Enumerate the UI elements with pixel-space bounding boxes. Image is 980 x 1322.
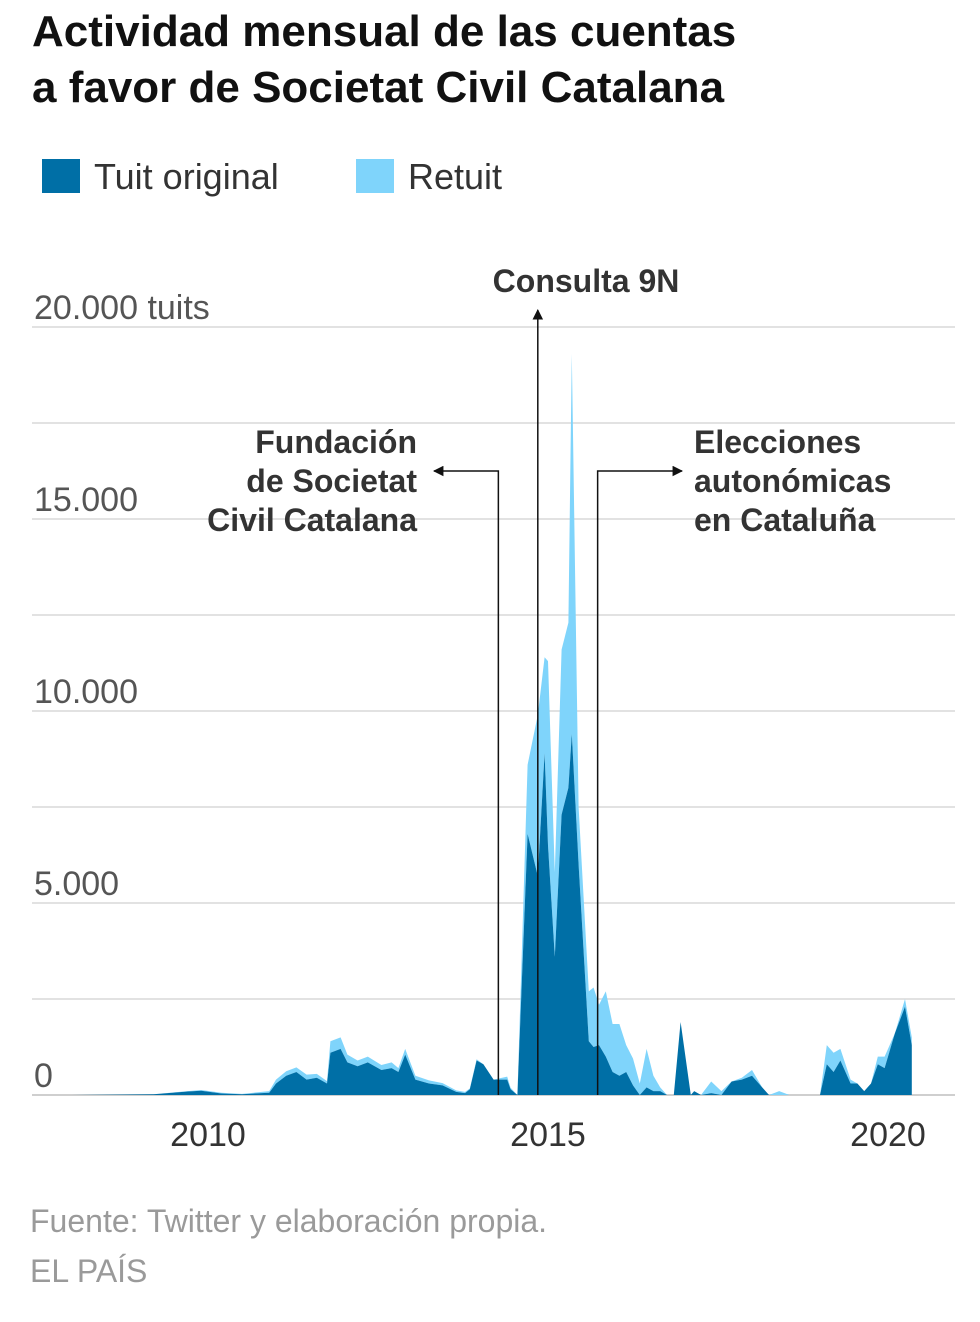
annotation-fundacion: Fundación de Societat Civil Catalana [207,424,417,538]
x-tick-label: 2020 [850,1116,926,1154]
legend-swatch-tuit-original [42,159,80,193]
y-tick-label: 20.000 tuits [34,289,210,327]
x-tick-label: 2010 [170,1116,246,1154]
y-tick-label: 5.000 [34,865,119,903]
source-text: Fuente: Twitter y elaboración propia. [30,1203,548,1239]
x-tick-label: 2015 [510,1116,586,1154]
legend-swatch-retuit [356,159,394,193]
y-tick-label: 15.000 [34,481,138,519]
source-note: Fuente: Twitter y elaboración propia. EL… [30,1196,547,1296]
annotation-consulta-9n: Consulta 9N [493,263,680,299]
y-tick-label: 10.000 [34,673,138,711]
legend-label-retuit: Retuit [408,156,503,197]
annotation-elecciones: Elecciones autonómicas en Cataluña [694,424,891,538]
legend-label-tuit-original: Tuit original [94,156,279,197]
credit-text: EL PAÍS [30,1253,148,1289]
annotation-arrow-elecciones [596,465,684,1095]
y-axis-labels: 0 5.000 10.000 15.000 20.000 tuits [34,289,210,1095]
series-area-tuit-original [72,734,912,1095]
annotation-arrow-fundacion [432,465,500,1095]
annotations: Consulta 9N Fundación de Societat Civil Cat… [207,263,891,1095]
x-axis-labels: 2010 2015 2020 [170,1116,926,1154]
y-tick-label: 0 [34,1057,53,1095]
chart-title: Actividad mensual de las cuentas a favor… [32,7,737,112]
